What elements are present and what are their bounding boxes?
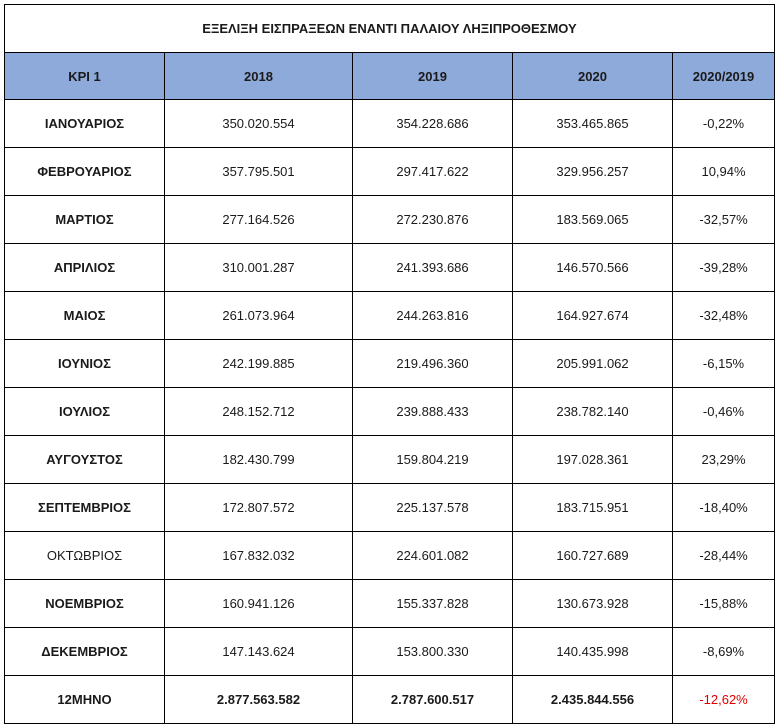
- table-row: ΙΑΝΟΥΑΡΙΟΣ 350.020.554 354.228.686 353.4…: [4, 99, 776, 148]
- value-2019-cell: 244.263.816: [352, 291, 513, 340]
- month-cell: ΙΑΝΟΥΑΡΙΟΣ: [4, 99, 165, 148]
- table-row: ΣΕΠΤΕΜΒΡΙΟΣ 172.807.572 225.137.578 183.…: [4, 483, 776, 532]
- table-row: ΝΟΕΜΒΡΙΟΣ 160.941.126 155.337.828 130.67…: [4, 579, 776, 628]
- value-2018-cell: 357.795.501: [164, 147, 353, 196]
- change-cell: -15,88%: [671, 579, 776, 628]
- month-cell: ΣΕΠΤΕΜΒΡΙΟΣ: [4, 483, 165, 532]
- total-2019-cell: 2.787.600.517: [352, 675, 513, 724]
- table-row: ΜΑΡΤΙΟΣ 277.164.526 272.230.876 183.569.…: [4, 195, 776, 244]
- month-cell: ΜΑΙΟΣ: [4, 291, 165, 340]
- header-kpi: KPI 1: [4, 52, 165, 100]
- change-cell: -6,15%: [671, 339, 776, 388]
- collections-table: ΕΞΕΛΙΞΗ ΕΙΣΠΡΑΞΕΩΝ ΕΝΑΝΤΙ ΠΑΛΑΙΟΥ ΛΗΞΙΠΡ…: [3, 4, 776, 724]
- value-2019-cell: 159.804.219: [352, 435, 513, 484]
- value-2018-cell: 167.832.032: [164, 531, 353, 580]
- value-2019-cell: 224.601.082: [352, 531, 513, 580]
- total-row: 12ΜΗΝΟ 2.877.563.582 2.787.600.517 2.435…: [4, 675, 776, 724]
- change-cell: -32,57%: [671, 195, 776, 244]
- change-cell: 23,29%: [671, 435, 776, 484]
- header-2020: 2020: [512, 52, 673, 100]
- value-2019-cell: 241.393.686: [352, 243, 513, 292]
- value-2019-cell: 297.417.622: [352, 147, 513, 196]
- month-cell: ΦΕΒΡΟΥΑΡΙΟΣ: [4, 147, 165, 196]
- value-2019-cell: 225.137.578: [352, 483, 513, 532]
- value-2018-cell: 248.152.712: [164, 387, 353, 436]
- table-row: ΙΟΥΛΙΟΣ 248.152.712 239.888.433 238.782.…: [4, 387, 776, 436]
- table-row: ΙΟΥΝΙΟΣ 242.199.885 219.496.360 205.991.…: [4, 339, 776, 388]
- table-row: ΟΚΤΩΒΡΙΟΣ 167.832.032 224.601.082 160.72…: [4, 531, 776, 580]
- month-cell: ΔΕΚΕΜΒΡΙΟΣ: [4, 627, 165, 676]
- table-row: ΑΥΓΟΥΣΤΟΣ 182.430.799 159.804.219 197.02…: [4, 435, 776, 484]
- total-label-cell: 12ΜΗΝΟ: [4, 675, 165, 724]
- month-cell: ΟΚΤΩΒΡΙΟΣ: [4, 531, 165, 580]
- value-2019-cell: 219.496.360: [352, 339, 513, 388]
- value-2020-cell: 130.673.928: [512, 579, 673, 628]
- change-cell: -0,46%: [671, 387, 776, 436]
- value-2020-cell: 183.715.951: [512, 483, 673, 532]
- value-2020-cell: 140.435.998: [512, 627, 673, 676]
- value-2018-cell: 350.020.554: [164, 99, 353, 148]
- table-title-row: ΕΞΕΛΙΞΗ ΕΙΣΠΡΑΞΕΩΝ ΕΝΑΝΤΙ ΠΑΛΑΙΟΥ ΛΗΞΙΠΡ…: [3, 4, 776, 53]
- value-2020-cell: 160.727.689: [512, 531, 673, 580]
- table-title: ΕΞΕΛΙΞΗ ΕΙΣΠΡΑΞΕΩΝ ΕΝΑΝΤΙ ΠΑΛΑΙΟΥ ΛΗΞΙΠΡ…: [3, 4, 776, 53]
- value-2019-cell: 153.800.330: [352, 627, 513, 676]
- value-2018-cell: 160.941.126: [164, 579, 353, 628]
- month-cell: ΙΟΥΝΙΟΣ: [4, 339, 165, 388]
- change-cell: -39,28%: [671, 243, 776, 292]
- header-2019: 2019: [352, 52, 513, 100]
- value-2020-cell: 238.782.140: [512, 387, 673, 436]
- value-2018-cell: 182.430.799: [164, 435, 353, 484]
- value-2020-cell: 329.956.257: [512, 147, 673, 196]
- value-2018-cell: 242.199.885: [164, 339, 353, 388]
- table-row: ΦΕΒΡΟΥΑΡΙΟΣ 357.795.501 297.417.622 329.…: [4, 147, 776, 196]
- month-cell: ΑΥΓΟΥΣΤΟΣ: [4, 435, 165, 484]
- value-2019-cell: 354.228.686: [352, 99, 513, 148]
- month-cell: ΙΟΥΛΙΟΣ: [4, 387, 165, 436]
- value-2019-cell: 155.337.828: [352, 579, 513, 628]
- table-header-row: KPI 1 2018 2019 2020 2020/2019: [4, 52, 776, 100]
- change-cell: -8,69%: [671, 627, 776, 676]
- value-2019-cell: 239.888.433: [352, 387, 513, 436]
- collections-table-container: ΕΞΕΛΙΞΗ ΕΙΣΠΡΑΞΕΩΝ ΕΝΑΝΤΙ ΠΑΛΑΙΟΥ ΛΗΞΙΠΡ…: [3, 4, 776, 724]
- value-2020-cell: 183.569.065: [512, 195, 673, 244]
- table-row: ΔΕΚΕΜΒΡΙΟΣ 147.143.624 153.800.330 140.4…: [4, 627, 776, 676]
- table-row: ΜΑΙΟΣ 261.073.964 244.263.816 164.927.67…: [4, 291, 776, 340]
- month-cell: ΑΠΡΙΛΙΟΣ: [4, 243, 165, 292]
- change-cell: 10,94%: [671, 147, 776, 196]
- table-row: ΑΠΡΙΛΙΟΣ 310.001.287 241.393.686 146.570…: [4, 243, 776, 292]
- month-cell: ΜΑΡΤΙΟΣ: [4, 195, 165, 244]
- total-2020-cell: 2.435.844.556: [512, 675, 673, 724]
- change-cell: -32,48%: [671, 291, 776, 340]
- change-cell: -18,40%: [671, 483, 776, 532]
- change-cell: -0,22%: [671, 99, 776, 148]
- total-2018-cell: 2.877.563.582: [164, 675, 353, 724]
- header-change: 2020/2019: [671, 52, 776, 100]
- month-cell: ΝΟΕΜΒΡΙΟΣ: [4, 579, 165, 628]
- value-2020-cell: 205.991.062: [512, 339, 673, 388]
- value-2018-cell: 261.073.964: [164, 291, 353, 340]
- total-change-cell: -12,62%: [671, 675, 776, 724]
- change-cell: -28,44%: [671, 531, 776, 580]
- value-2018-cell: 277.164.526: [164, 195, 353, 244]
- value-2020-cell: 164.927.674: [512, 291, 673, 340]
- value-2019-cell: 272.230.876: [352, 195, 513, 244]
- value-2018-cell: 172.807.572: [164, 483, 353, 532]
- value-2020-cell: 353.465.865: [512, 99, 673, 148]
- value-2020-cell: 197.028.361: [512, 435, 673, 484]
- value-2020-cell: 146.570.566: [512, 243, 673, 292]
- value-2018-cell: 147.143.624: [164, 627, 353, 676]
- value-2018-cell: 310.001.287: [164, 243, 353, 292]
- header-2018: 2018: [164, 52, 353, 100]
